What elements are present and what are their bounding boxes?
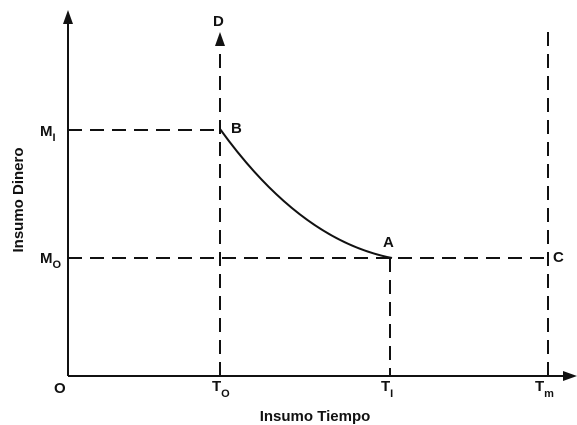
tick-base: T: [381, 378, 390, 395]
tick-sub: I: [390, 388, 393, 400]
tick-sub: I: [53, 132, 56, 144]
point-label: C: [553, 249, 564, 266]
curve-ba: [219, 128, 393, 259]
point-label: D: [213, 13, 224, 30]
x-tick-label: Tm: [535, 378, 554, 400]
x-axis-label: Insumo Tiempo: [260, 408, 371, 425]
tick-sub: m: [544, 388, 554, 400]
x-axis-arrow: [563, 371, 577, 381]
x-tick-label: TI: [381, 378, 393, 400]
origin-label: O: [54, 380, 66, 397]
y-axis-arrow: [63, 10, 73, 24]
tick-sub: O: [53, 259, 62, 271]
y-tick-label: MI: [40, 123, 56, 144]
tick-base: T: [535, 378, 544, 395]
point-label: A: [383, 234, 394, 251]
point-label: B: [231, 120, 242, 137]
tick-base: M: [40, 250, 53, 267]
x-tick-label: TO: [212, 378, 230, 400]
tick-base: M: [40, 123, 53, 140]
y-tick-label: MO: [40, 250, 62, 271]
d-arrow: [215, 32, 225, 46]
tick-base: T: [212, 378, 221, 395]
y-axis-label: Insumo Dinero: [10, 147, 27, 252]
tick-sub: O: [221, 388, 230, 400]
